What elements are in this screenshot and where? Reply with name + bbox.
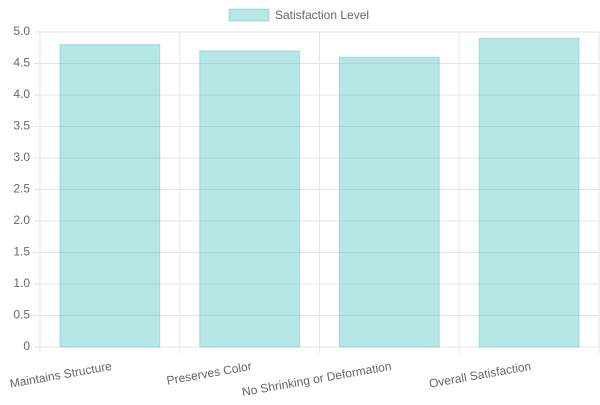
x-tick-label: Preserves Color	[166, 359, 253, 388]
y-tick-label: 4.5	[13, 56, 30, 70]
y-tick-label: 0	[23, 339, 30, 353]
bar	[199, 50, 301, 348]
x-tick-label: Maintains Structure	[9, 359, 114, 391]
bar	[59, 44, 161, 348]
legend-label: Satisfaction Level	[275, 8, 369, 22]
y-tick-label: 3.5	[13, 119, 30, 133]
bar	[338, 56, 440, 348]
bar	[478, 37, 580, 348]
y-tick-label: 2.0	[13, 213, 30, 227]
y-tick-label: 1.5	[13, 245, 30, 259]
y-tick-label: 3.0	[13, 150, 30, 164]
y-tick-label: 2.5	[13, 182, 30, 196]
x-tick-label: No Shrinking or Deformation	[241, 359, 393, 399]
y-tick-label: 4.0	[13, 87, 30, 101]
y-tick-label: 5.0	[13, 24, 30, 38]
legend-swatch	[228, 8, 270, 22]
y-tick-label: 0.5	[13, 308, 30, 322]
y-tick-label: 1.0	[13, 276, 30, 290]
x-tick-label: Overall Satisfaction	[428, 359, 532, 391]
